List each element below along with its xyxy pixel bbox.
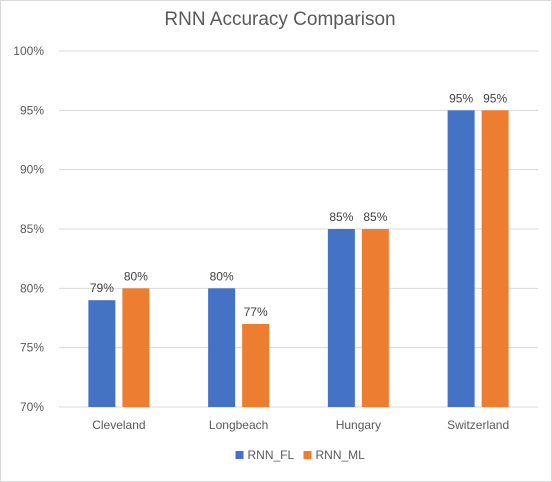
y-tick-label: 85% [20,222,44,236]
bar-rnn-ml-hungary [361,229,389,407]
data-label: 80% [124,269,148,283]
data-label: 80% [210,269,234,283]
legend: RNN_FL RNN_ML [235,448,366,462]
legend-swatch-rnn-ml [303,451,312,459]
y-tick-label: 70% [20,400,44,414]
legend-swatch-rnn-fl [235,451,244,459]
data-label: 85% [363,210,387,224]
bar-rnn-ml-switzerland [481,110,509,407]
bar-rnn-fl-longbeach [208,288,236,407]
bar-rnn-fl-cleveland [88,300,116,407]
bar-rnn-fl-hungary [327,229,355,407]
x-tick-label: Hungary [336,418,381,432]
bar-rnn-ml-longbeach [242,323,270,407]
chart-title: RNN Accuracy Comparison [164,9,395,30]
y-tick-label: 75% [20,341,44,355]
y-tick-label: 100% [13,44,44,58]
y-axis: 70% 75% 80% 85% 90% 95% 100% [13,44,44,414]
bar-rnn-fl-switzerland [447,110,475,407]
x-tick-label: Longbeach [209,418,268,432]
data-label: 77% [244,305,268,319]
data-label: 95% [483,91,507,105]
data-label: 79% [90,281,114,295]
legend-label: RNN_ML [316,448,366,462]
y-tick-label: 95% [20,103,44,117]
data-label: 85% [329,210,353,224]
data-labels: 79% 80% 80% 77% 85% 85% 95% 95% [90,91,508,319]
data-label: 95% [449,91,473,105]
bar-rnn-ml-cleveland [122,288,150,407]
x-axis: Cleveland Longbeach Hungary Switzerland [92,418,509,432]
x-tick-label: Switzerland [447,418,509,432]
y-tick-label: 90% [20,163,44,177]
legend-label: RNN_FL [248,448,295,462]
y-tick-label: 80% [20,281,44,295]
x-tick-label: Cleveland [92,418,145,432]
bars [88,110,509,407]
